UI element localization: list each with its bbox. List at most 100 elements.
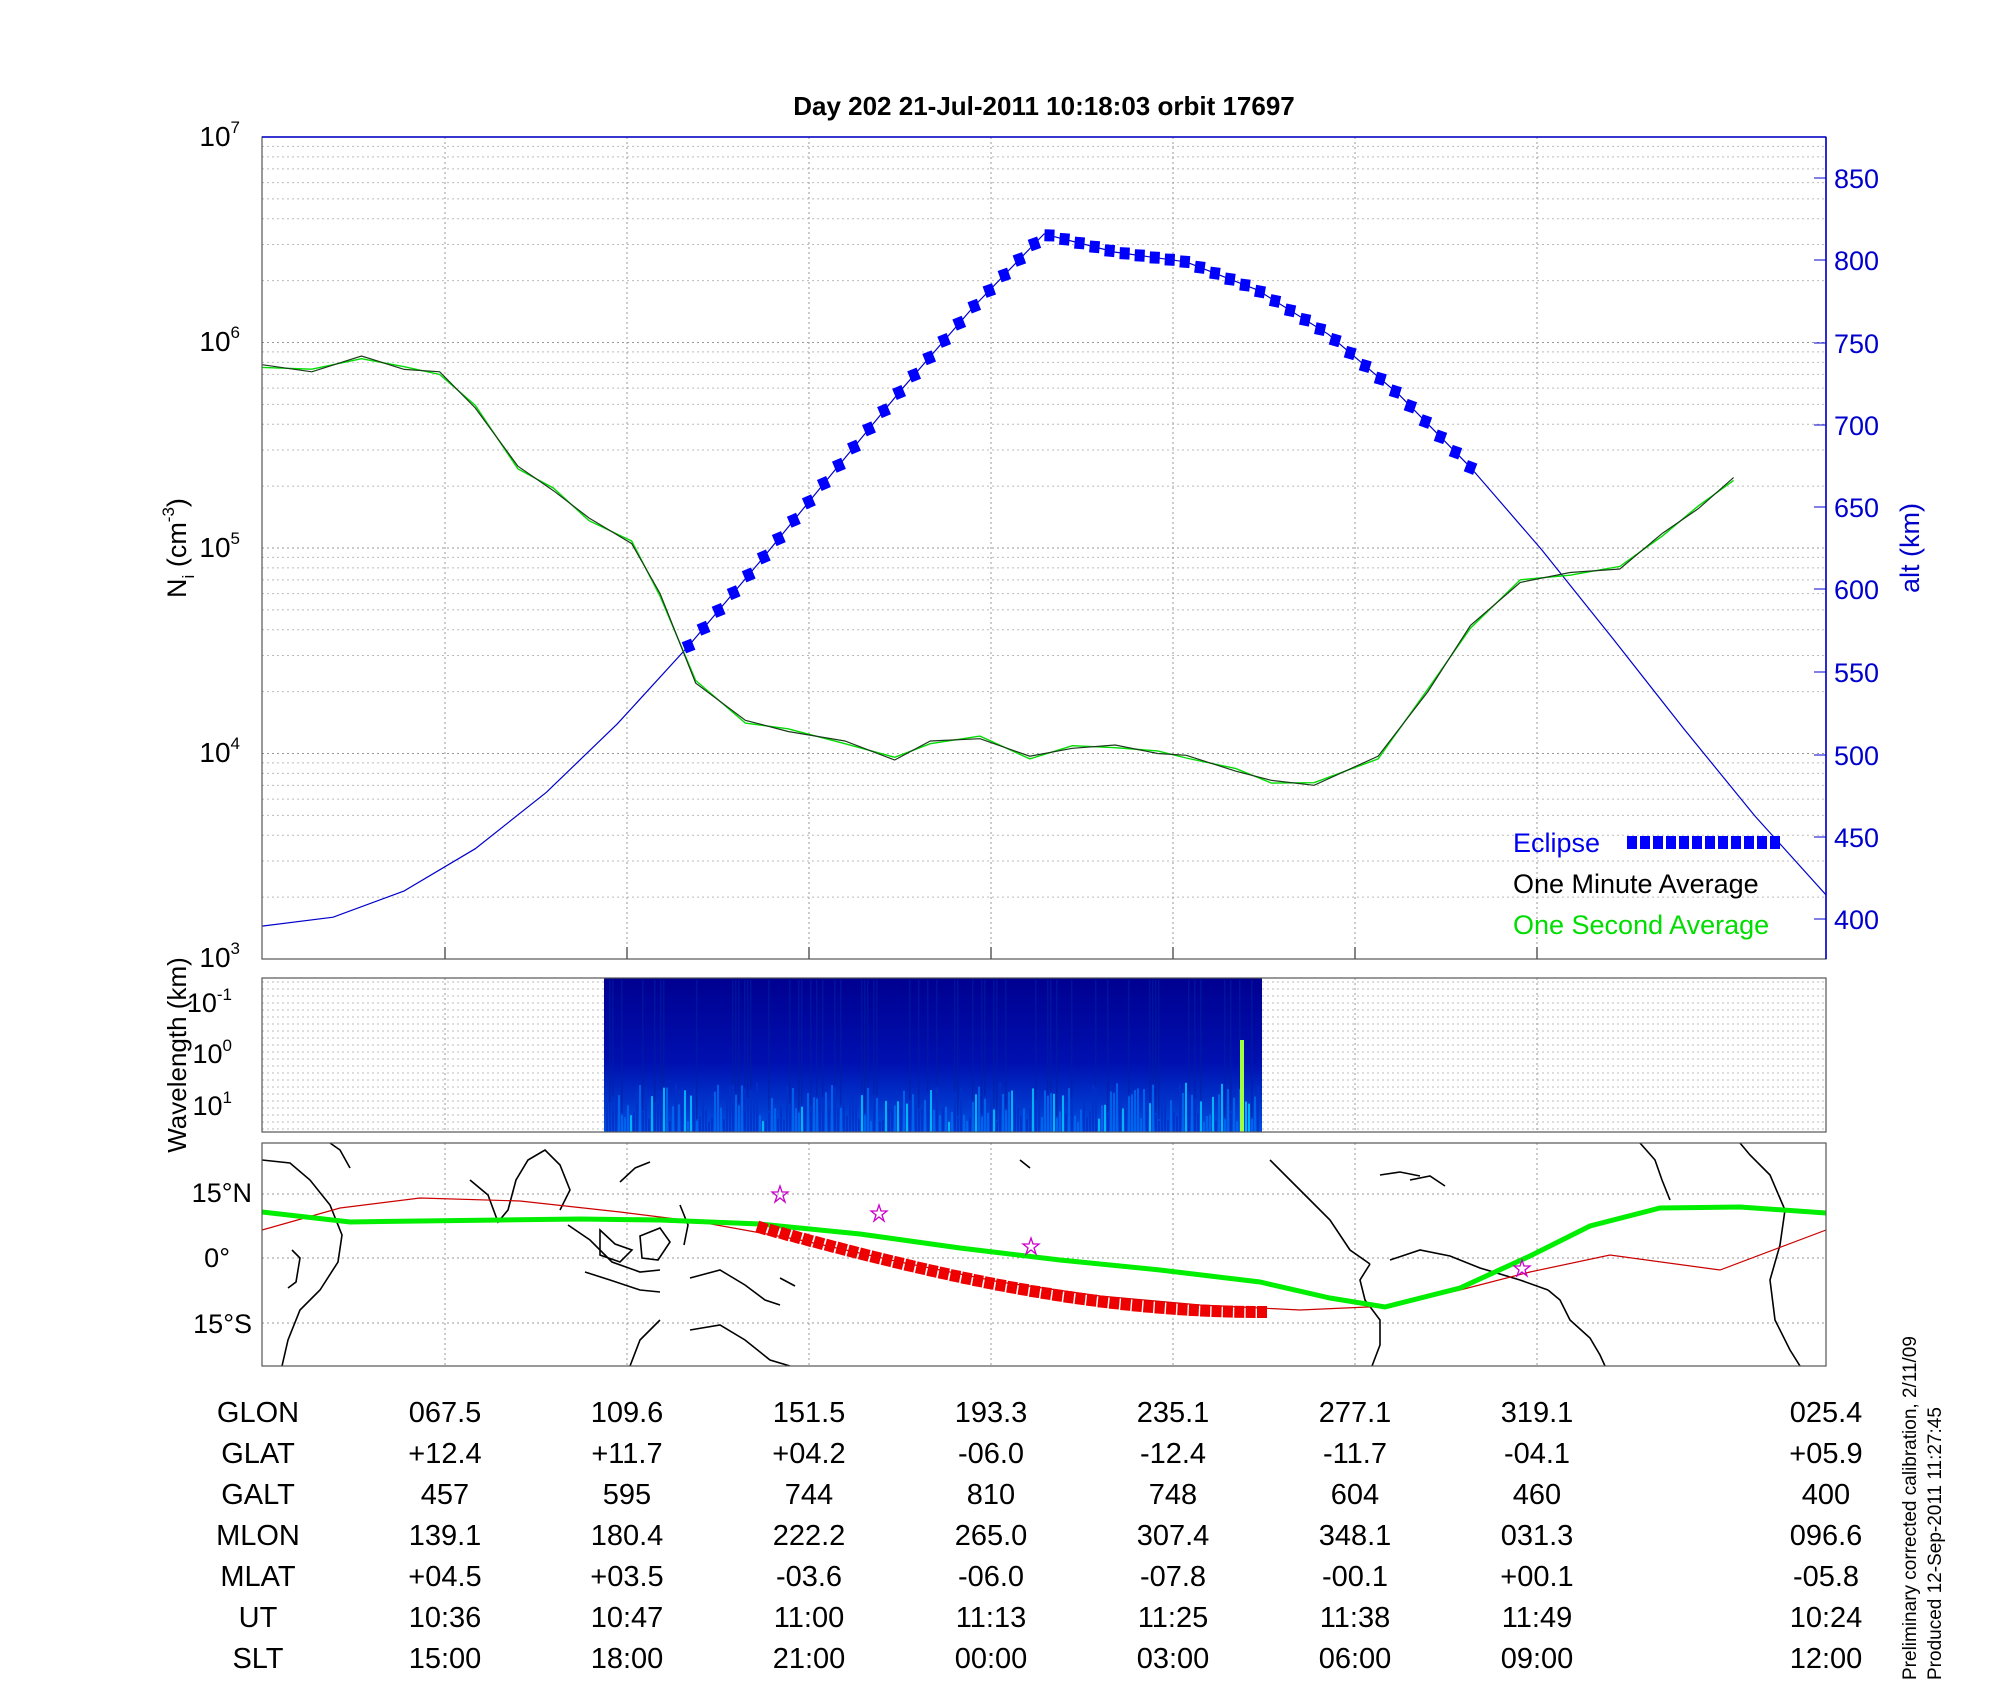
spectrum-streak [738,980,740,1104]
eclipse-mark [1074,236,1086,250]
spectrum-streak [1152,980,1154,1083]
ytick-label: 105 [199,529,240,563]
eclipse-track-mark [778,1226,792,1242]
spectrum-band [780,1105,782,1132]
eclipse-mark [1119,247,1130,260]
spectrum-band [1233,1097,1235,1132]
spectrum-band [618,1095,620,1132]
spectrum-band [1179,1083,1181,1132]
eclipse-track-mark [903,1258,916,1273]
spectrum-streak [1200,980,1202,1100]
spectrum-band [1038,1100,1040,1132]
eclipse-mark [756,549,771,565]
eclipse-track-mark [960,1271,973,1286]
eclipse-mark [831,457,846,473]
table-cell: 06:00 [1319,1643,1392,1675]
spectrum-band [750,1090,752,1132]
spectrum-band [1014,1103,1016,1132]
eclipse-mark [1164,253,1176,266]
spectrum-streak [768,980,770,1111]
spectrum-band [684,1090,686,1132]
spectrum-band [1026,1119,1028,1132]
table-cell: 235.1 [1137,1397,1210,1429]
legend: Eclipse One Minute Average One Second Av… [1513,828,1780,940]
eclipse-mark [1314,322,1327,337]
spectrum-band [792,1087,794,1132]
star-icon [1021,1235,1041,1256]
eclipse-mark [696,620,711,636]
eclipse-mark [681,638,696,654]
eclipse-mark [1343,345,1357,361]
spectrum-band [846,1115,848,1132]
ytick-label: 104 [199,734,240,768]
spectrum-band [702,1102,704,1132]
spectrum-band [837,1108,839,1132]
eclipse-mark [1134,249,1145,262]
spectrum-band [834,1087,836,1132]
table-cell: 15:00 [409,1643,482,1675]
spectrum-band [1071,1100,1073,1132]
row-label: GLAT [221,1438,295,1470]
spectrum-band [1041,1117,1043,1132]
eclipse-track-mark [857,1247,871,1262]
spectrum-band [807,1093,809,1132]
eclipse-track-mark [914,1261,928,1276]
spectrum-band [1230,1112,1232,1132]
eclipse-track-mark [1188,1303,1200,1317]
spectrum-band [852,1095,854,1132]
eclipse-track-mark [789,1229,803,1245]
spectrum-band [1119,1091,1121,1132]
spectrum-band [990,1090,992,1132]
spectrum-band [816,1098,818,1132]
eclipse-mark [1104,244,1116,258]
table-cell: -12.4 [1140,1438,1206,1470]
spectrum-streak [1056,980,1058,1117]
eclipse-mark [1268,294,1282,308]
spectrum-band [900,1107,902,1132]
spectrum-band [798,1112,800,1132]
spectrum-band [1020,1116,1022,1132]
eclipse-mark [771,531,786,547]
spectrum-band [1122,1108,1124,1132]
spectrum-band [729,1085,731,1132]
spectrum-band [1047,1095,1049,1132]
spectrum-band [936,1087,938,1132]
spectrum-band [735,1094,737,1132]
orbit-track [262,1204,1826,1310]
spectrum-band [699,1116,701,1132]
spectrum-band [633,1112,635,1132]
spectrum-band [1254,1096,1256,1132]
table-cell: 067.5 [409,1397,482,1429]
eclipse-mark [726,585,741,601]
spectrum-band [642,1112,644,1132]
eclipse-mark [862,421,876,437]
spectrum-band [609,1104,611,1132]
table-cell: 11:00 [774,1602,844,1634]
table-cell: 193.3 [955,1397,1028,1429]
spectrum-band [1110,1091,1112,1132]
spectrum-band [963,1114,965,1132]
spectrum-band [660,1092,662,1132]
y2tick-label: 500 [1834,741,1879,771]
table-row: GLON 067.5 109.6 151.5 193.3 235.1 277.1… [217,1397,1862,1429]
stars [770,1183,1532,1278]
spectrum-band [774,1108,776,1132]
spectrum-band [1170,1100,1172,1132]
eclipse-mark [892,385,907,400]
spectrum-band [951,1112,953,1132]
spectrum-band [1035,1101,1037,1132]
spectrum-yticks: 10-1 100 101 [187,985,232,1121]
eclipse-track-mark [812,1235,826,1251]
spectrum-band [1206,1116,1208,1132]
eclipse-mark [741,567,756,583]
spectrum-band [864,1115,866,1132]
spectrum-band [1188,1093,1190,1132]
row-label: GLON [217,1397,299,1429]
eclipse-mark [1388,384,1402,399]
spectrum-band [933,1109,935,1132]
spectrum-band [753,1093,755,1132]
eclipse-mark [952,315,967,331]
table-cell: 03:00 [1137,1643,1210,1675]
eclipse-track-mark [1199,1304,1211,1317]
